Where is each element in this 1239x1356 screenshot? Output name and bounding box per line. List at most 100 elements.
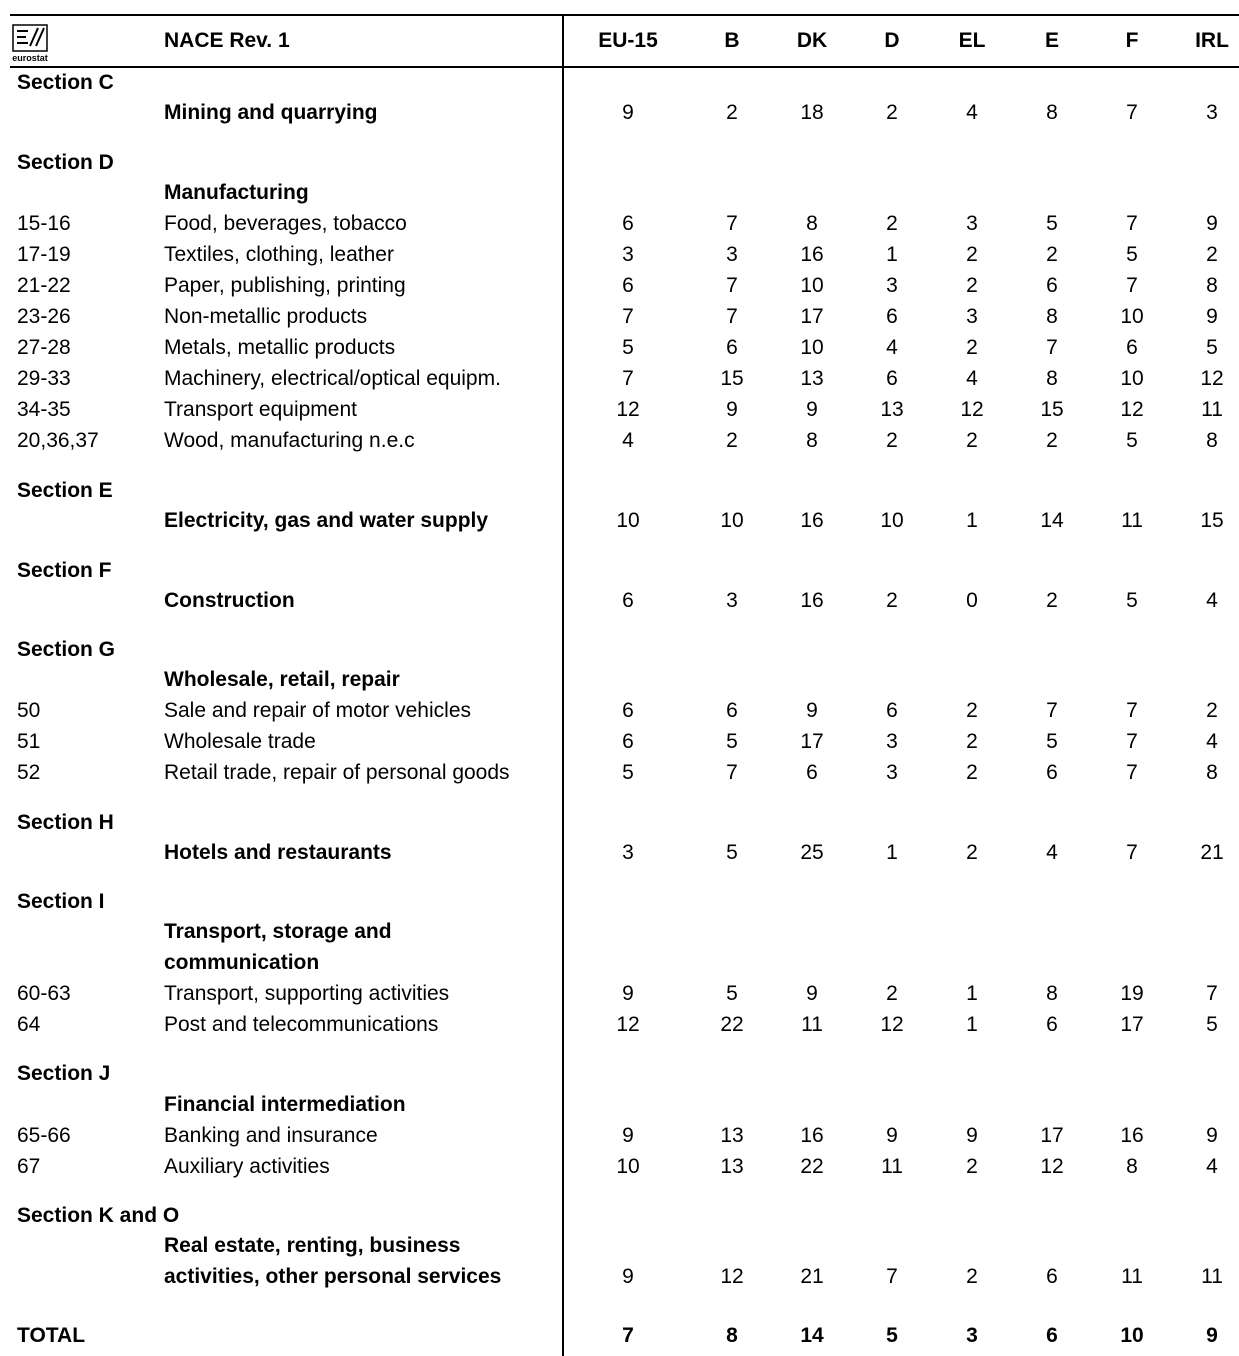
col-header-eu15: EU-15 <box>598 29 658 52</box>
value-d: 10 <box>880 509 904 532</box>
value-eu15: 6 <box>622 212 634 235</box>
activity-label: Wholesale trade <box>164 730 316 753</box>
value-e: 2 <box>1046 589 1058 612</box>
table-row: Section H <box>0 808 1239 838</box>
value-e: 15 <box>1040 398 1064 421</box>
value-dk: 14 <box>800 1324 824 1347</box>
activity-label: Transport, storage and <box>164 920 392 943</box>
value-b: 2 <box>726 429 738 452</box>
value-eu15: 10 <box>616 1155 640 1178</box>
value-eu15: 3 <box>622 841 634 864</box>
value-dk: 9 <box>806 699 818 722</box>
value-el: 9 <box>966 1124 978 1147</box>
value-f: 10 <box>1120 1324 1144 1347</box>
value-f: 11 <box>1121 1265 1143 1288</box>
value-e: 6 <box>1046 274 1058 297</box>
activity-label: Machinery, electrical/optical equipm. <box>164 367 501 390</box>
value-d: 1 <box>886 243 898 266</box>
value-f: 11 <box>1121 509 1143 532</box>
table-row: 50 Sale and repair of motor vehicles 6 6 9 6 2… <box>0 696 1239 726</box>
value-eu15: 6 <box>622 589 634 612</box>
value-irl: 2 <box>1206 699 1218 722</box>
value-irl: 21 <box>1200 841 1224 864</box>
value-irl: 9 <box>1206 1324 1218 1347</box>
value-d: 11 <box>881 1155 903 1178</box>
value-dk: 17 <box>800 305 824 328</box>
activity-label: Food, beverages, tobacco <box>164 212 407 235</box>
value-dk: 10 <box>800 336 824 359</box>
nace-code: 23-26 <box>17 305 71 328</box>
section-code: Section E <box>17 479 113 502</box>
value-irl: 9 <box>1206 212 1218 235</box>
activity-label: Banking and insurance <box>164 1124 378 1147</box>
table-row: Transport, storage and <box>0 917 1239 947</box>
table-row: Construction 6 3 16 2 0 2 5 4 <box>0 586 1239 616</box>
value-dk: 16 <box>800 1124 824 1147</box>
table-row: Section D <box>0 148 1239 178</box>
table-row: 23-26 Non-metallic products 7 7 17 6 3 8 10 9 <box>0 302 1239 332</box>
value-eu15: 7 <box>622 305 634 328</box>
value-irl: 9 <box>1206 1124 1218 1147</box>
value-el: 2 <box>966 336 978 359</box>
table-row: 20,36,37 Wood, manufacturing n.e.c 4 2 8 2 2 2 5… <box>0 426 1239 456</box>
table-row: Section C <box>0 68 1239 98</box>
value-irl: 3 <box>1206 101 1218 124</box>
value-f: 5 <box>1126 429 1138 452</box>
value-d: 9 <box>886 1124 898 1147</box>
value-irl: 4 <box>1206 1155 1218 1178</box>
value-e: 5 <box>1046 212 1058 235</box>
table-row: 29-33 Machinery, electrical/optical equip… <box>0 364 1239 394</box>
value-irl: 4 <box>1206 730 1218 753</box>
value-d: 13 <box>880 398 904 421</box>
activity-label: Financial intermediation <box>164 1093 406 1116</box>
value-eu15: 3 <box>622 243 634 266</box>
value-f: 5 <box>1126 243 1138 266</box>
value-eu15: 12 <box>616 398 640 421</box>
value-e: 6 <box>1046 1265 1058 1288</box>
value-d: 4 <box>886 336 898 359</box>
col-header-e: E <box>1044 29 1059 52</box>
value-e: 8 <box>1046 982 1058 1005</box>
eurostat-logo: eurostat <box>12 24 48 63</box>
nace-code: 27-28 <box>17 336 71 359</box>
table-row: 51 Wholesale trade 6 5 17 3 2 5 7 4 <box>0 727 1239 757</box>
value-e: 6 <box>1046 1013 1058 1036</box>
svg-text:eurostat: eurostat <box>12 53 48 63</box>
value-dk: 11 <box>801 1013 823 1036</box>
activity-label: Paper, publishing, printing <box>164 274 406 297</box>
table-row: 64 Post and telecommunications 12 22 11 12 1 6 1… <box>0 1010 1239 1040</box>
value-irl: 8 <box>1206 274 1218 297</box>
value-b: 5 <box>726 730 738 753</box>
nace-code: 51 <box>17 730 41 753</box>
value-d: 6 <box>886 699 898 722</box>
nace-code: 17-19 <box>17 243 71 266</box>
section-code: Section J <box>17 1062 111 1085</box>
value-el: 2 <box>966 699 978 722</box>
activity-label: Metals, metallic products <box>164 336 396 359</box>
value-f: 8 <box>1126 1155 1138 1178</box>
value-b: 7 <box>726 274 738 297</box>
value-f: 5 <box>1126 589 1138 612</box>
value-b: 10 <box>720 509 744 532</box>
value-irl: 2 <box>1206 243 1218 266</box>
value-eu15: 7 <box>622 367 634 390</box>
value-eu15: 5 <box>622 761 634 784</box>
table-row: Wholesale, retail, repair <box>0 665 1239 695</box>
value-d: 1 <box>886 841 898 864</box>
value-b: 13 <box>720 1124 744 1147</box>
section-code: Section H <box>17 811 114 834</box>
col-header-b: B <box>724 29 740 52</box>
value-e: 8 <box>1046 101 1058 124</box>
value-e: 2 <box>1046 243 1058 266</box>
activity-label: communication <box>164 951 320 974</box>
value-f: 7 <box>1126 761 1138 784</box>
value-e: 12 <box>1040 1155 1064 1178</box>
value-e: 8 <box>1046 305 1058 328</box>
value-e: 6 <box>1046 761 1058 784</box>
header-row: NACE Rev. 1 EU-15 B DK D EL E F IRL <box>0 26 1239 56</box>
nace-code: 64 <box>17 1013 41 1036</box>
value-eu15: 9 <box>622 101 634 124</box>
value-eu15: 10 <box>616 509 640 532</box>
value-f: 6 <box>1126 336 1138 359</box>
